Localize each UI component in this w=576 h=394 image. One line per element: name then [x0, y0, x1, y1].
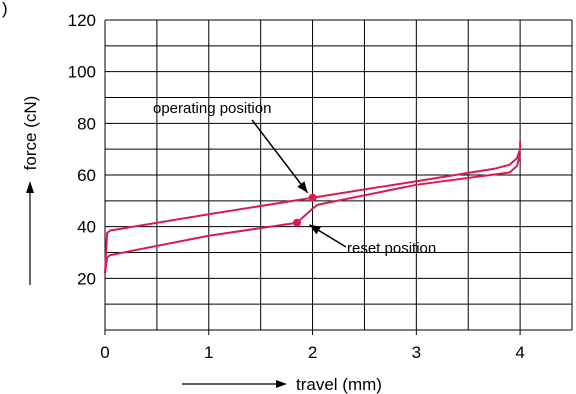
y-tick-label: 60 [77, 166, 96, 185]
x-tick-label: 3 [412, 343, 421, 362]
annotation-reset-position: reset position [347, 240, 436, 257]
y-axis-label: force (cN) [21, 96, 40, 171]
annotation-operating-position: operating position [153, 100, 271, 117]
series-lines [104, 141, 522, 274]
x-tick-label: 0 [100, 343, 109, 362]
y-tick-label: 120 [68, 11, 96, 30]
data-point [292, 218, 301, 227]
x-tick-label: 1 [204, 343, 213, 362]
grid [104, 19, 573, 335]
y-tick-label: 80 [77, 114, 96, 133]
corner-mark: ) [2, 0, 8, 18]
x-tick-label: 2 [308, 343, 317, 362]
tick-labels: 0 1 2 3 4 20 40 60 80 100 120 [68, 11, 525, 362]
data-points [292, 193, 317, 227]
y-axis-arrowhead [26, 181, 34, 193]
operating-position-arrow-line [251, 119, 309, 194]
reset-position-arrow-head [309, 224, 322, 235]
operating-position-arrow-head [297, 181, 308, 193]
data-point [308, 193, 317, 202]
x-axis-label: travel (mm) [296, 375, 382, 394]
y-tick-label: 100 [68, 63, 96, 82]
annotations: operating position reset position [153, 100, 436, 257]
x-tick-label: 4 [515, 343, 524, 362]
series-line-1 [104, 141, 522, 274]
series-line-2 [104, 154, 522, 274]
y-tick-label: 40 [77, 218, 96, 237]
y-tick-label: 20 [77, 269, 96, 288]
x-axis-arrowhead [276, 380, 287, 388]
